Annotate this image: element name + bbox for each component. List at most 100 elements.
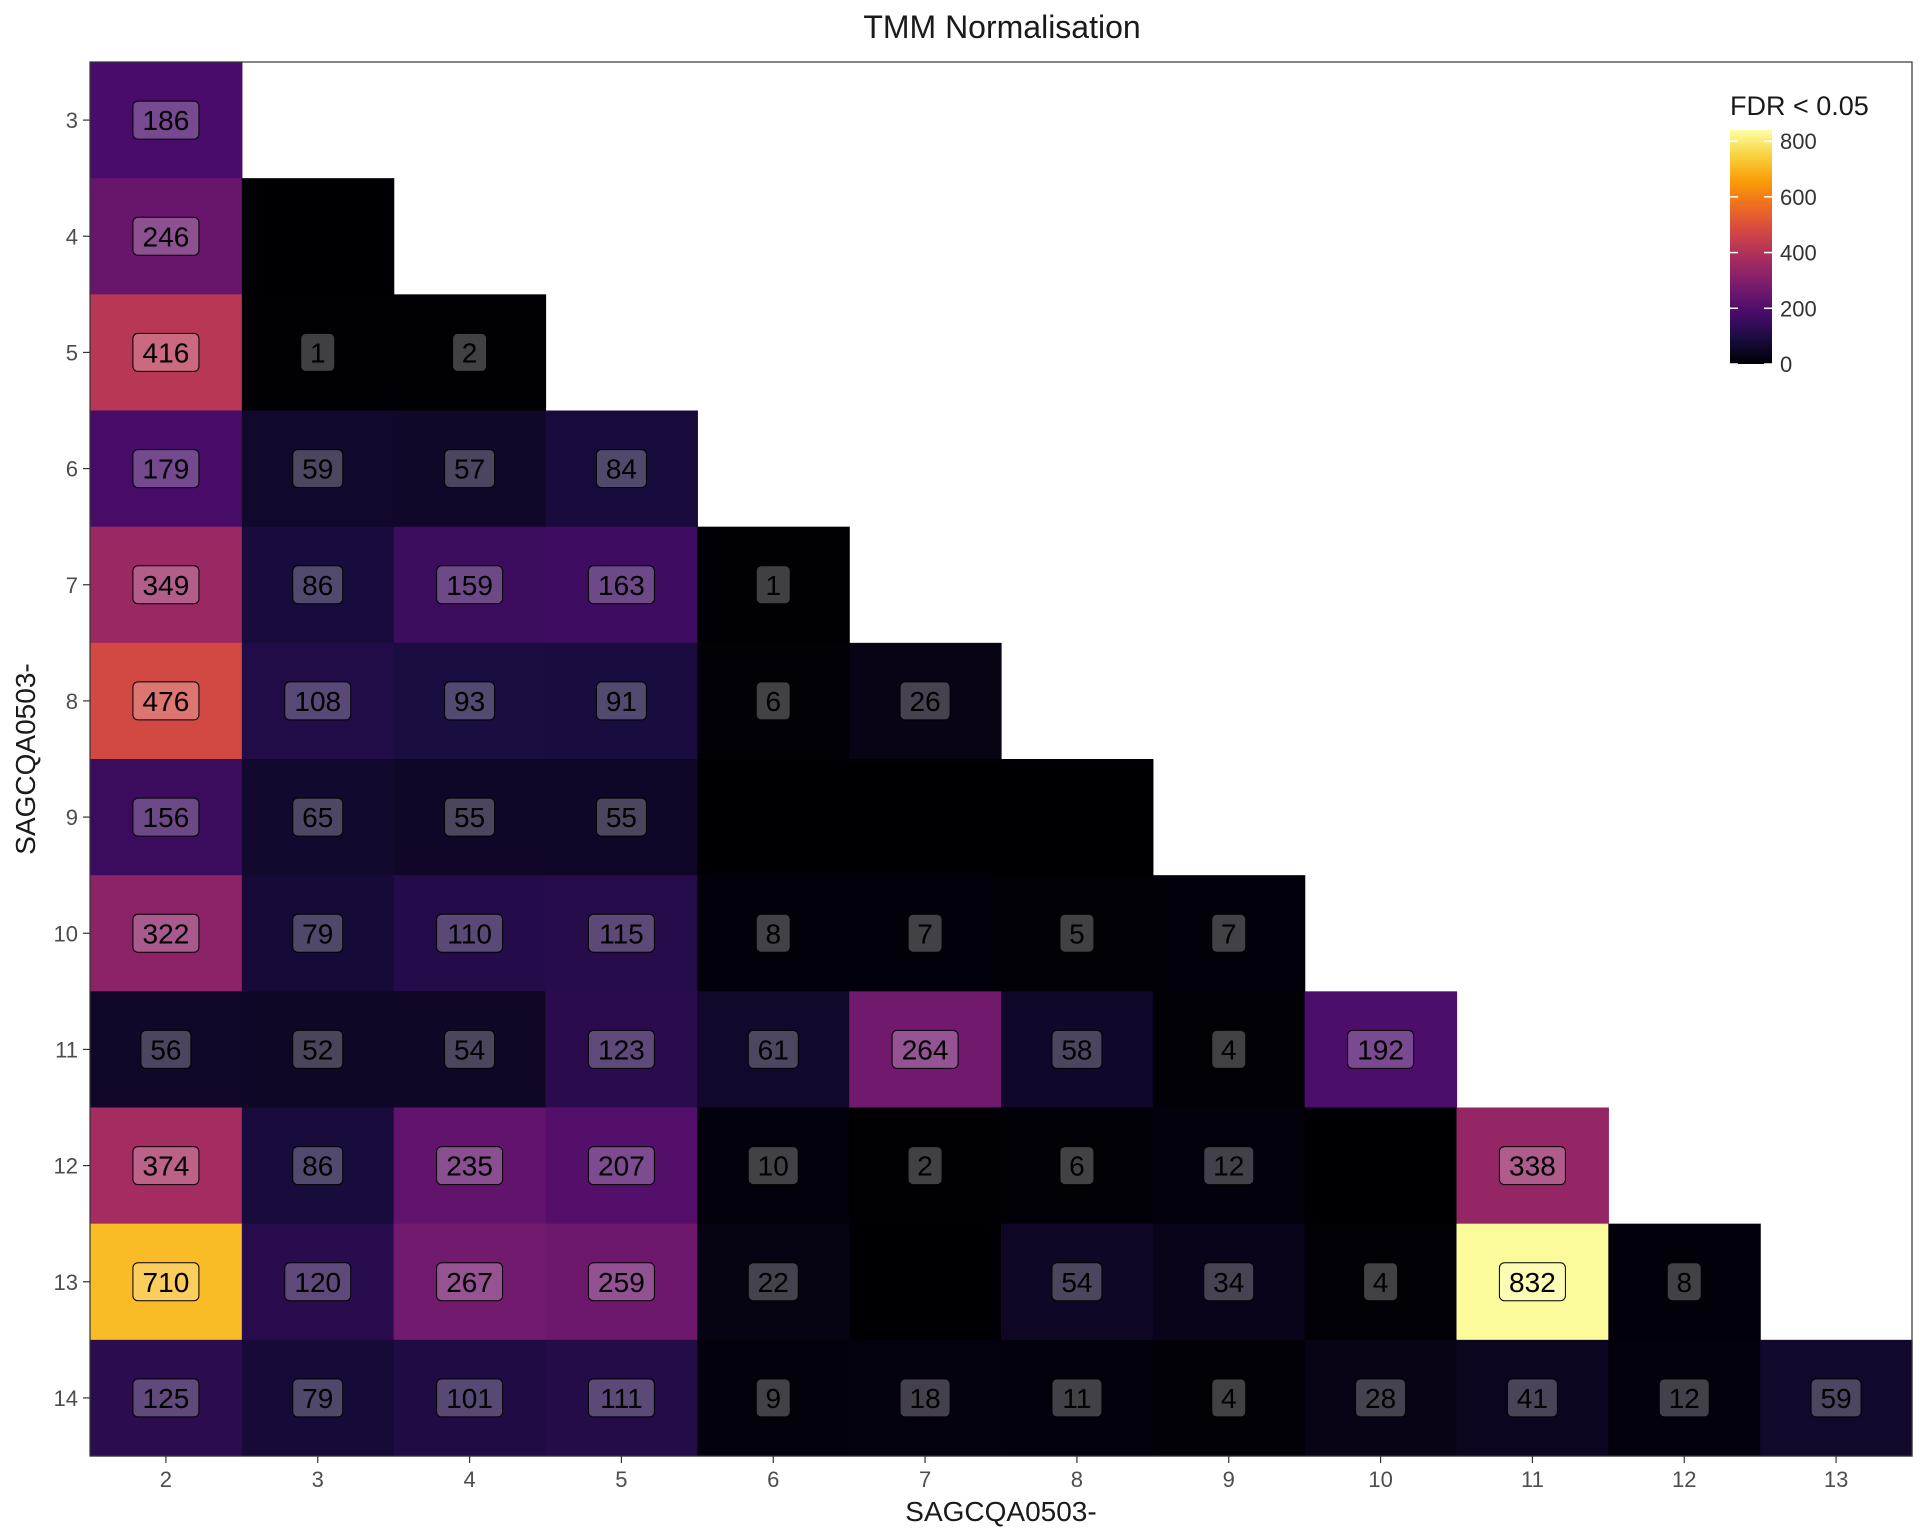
cell-label: 7 (1221, 918, 1237, 949)
legend-tick-label: 600 (1780, 185, 1817, 210)
cell-label: 55 (454, 802, 485, 833)
y-tick-label: 10 (54, 921, 78, 946)
cell-label-box (452, 332, 488, 372)
cell-label-box (132, 216, 200, 256)
cell-label: 322 (143, 918, 190, 949)
cell-label: 5 (1069, 918, 1085, 949)
cell-label-box (1211, 1029, 1247, 1069)
cell-label: 93 (454, 686, 485, 717)
cell-label: 6 (1069, 1151, 1085, 1182)
cell-label-box (587, 1029, 655, 1069)
cell-label: 18 (910, 1383, 941, 1414)
cell-label-box (747, 1262, 799, 1302)
cell-label-box (132, 681, 200, 721)
cell-label-box (755, 565, 791, 605)
cell-label: 58 (1061, 1034, 1092, 1065)
x-tick-label: 10 (1368, 1467, 1392, 1492)
x-tick-label: 2 (160, 1467, 172, 1492)
cell-label: 28 (1365, 1383, 1396, 1414)
cell-label: 22 (758, 1267, 789, 1298)
cell-label-box (1498, 1146, 1566, 1186)
heatmap-cell (1304, 1107, 1458, 1225)
cell-label-box (1059, 913, 1095, 953)
x-tick-label: 5 (615, 1467, 627, 1492)
y-tick-label: 3 (66, 108, 78, 133)
cell-label: 163 (598, 570, 645, 601)
cell-label-box (436, 1378, 504, 1418)
cell-label-box (587, 1146, 655, 1186)
cell-label: 56 (150, 1034, 181, 1065)
cell-label: 115 (599, 918, 644, 949)
y-axis-title: SAGCQA0503- (10, 663, 41, 854)
cell-label: 12 (1669, 1383, 1700, 1414)
x-tick-label: 8 (1071, 1467, 1083, 1492)
legend-ticks: 0 200 400 600 800 (1730, 129, 1817, 377)
cell-label-box (292, 449, 344, 489)
cell-label-box (1051, 1262, 1103, 1302)
x-tick-label: 4 (463, 1467, 475, 1492)
cell-label: 123 (598, 1034, 645, 1065)
y-tick-label: 8 (66, 689, 78, 714)
cell-label: 710 (143, 1267, 190, 1298)
cell-label-box (899, 1378, 951, 1418)
cell-label-box (1203, 1146, 1255, 1186)
cell-label-box (132, 449, 200, 489)
cell-label: 8 (1676, 1267, 1692, 1298)
y-tick-label: 6 (66, 457, 78, 482)
cell-label: 259 (598, 1267, 645, 1298)
cell-label-box (587, 565, 655, 605)
cell-label-box (132, 100, 200, 140)
cell-label: 6 (765, 686, 781, 717)
cell-label: 61 (758, 1034, 789, 1065)
cell-label-box (292, 1029, 344, 1069)
cell-label-box (899, 681, 951, 721)
cell-label-box (292, 1146, 344, 1186)
panel-border (89, 61, 1913, 1457)
cell-label: 79 (302, 1383, 333, 1414)
cell-label-box (132, 565, 200, 605)
cell-label-box (595, 681, 647, 721)
cell-label-box (300, 332, 336, 372)
cell-label: 86 (302, 1151, 333, 1182)
cell-label: 55 (606, 802, 637, 833)
cell-label-box (132, 1262, 200, 1302)
cell-label-box (132, 1146, 200, 1186)
cell-label-box (587, 1378, 655, 1418)
cell-label: 476 (143, 686, 190, 717)
y-axis: 3 4 5 6 7 8 9 10 11 12 13 14 (54, 108, 90, 1411)
cell-label: 110 (447, 918, 492, 949)
cell-label: 86 (302, 570, 333, 601)
cell-label-box (755, 681, 791, 721)
cell-label-box (140, 1029, 192, 1069)
cell-label-box (587, 913, 655, 953)
cell-label-box (1355, 1378, 1407, 1418)
cell-label-box (747, 1029, 799, 1069)
y-tick-label: 11 (55, 1037, 78, 1062)
cell-label-box (1810, 1378, 1862, 1418)
cell-label: 8 (765, 918, 781, 949)
legend-tick-label: 0 (1780, 352, 1792, 377)
cell-label: 12 (1213, 1151, 1244, 1182)
cell-label: 125 (143, 1383, 190, 1414)
cell-label-box (907, 1146, 943, 1186)
cell-label: 111 (600, 1383, 643, 1414)
cell-label-box (444, 449, 496, 489)
cell-label: 59 (302, 454, 333, 485)
cell-label: 7 (917, 918, 933, 949)
cell-label-box (444, 1029, 496, 1069)
cell-label-box (436, 1146, 504, 1186)
cell-label: 57 (454, 454, 485, 485)
cell-label: 235 (446, 1151, 493, 1182)
cell-label: 2 (462, 337, 478, 368)
cell-label: 54 (454, 1034, 485, 1065)
y-tick-label: 4 (66, 224, 78, 249)
cell-label-box (292, 565, 344, 605)
y-tick-label: 12 (54, 1154, 78, 1179)
cell-label: 374 (143, 1151, 190, 1182)
cell-label-box (1506, 1378, 1558, 1418)
cell-label-box (595, 797, 647, 837)
y-tick-label: 7 (66, 573, 78, 598)
cell-label: 246 (143, 221, 190, 252)
y-tick-label: 14 (54, 1386, 78, 1411)
